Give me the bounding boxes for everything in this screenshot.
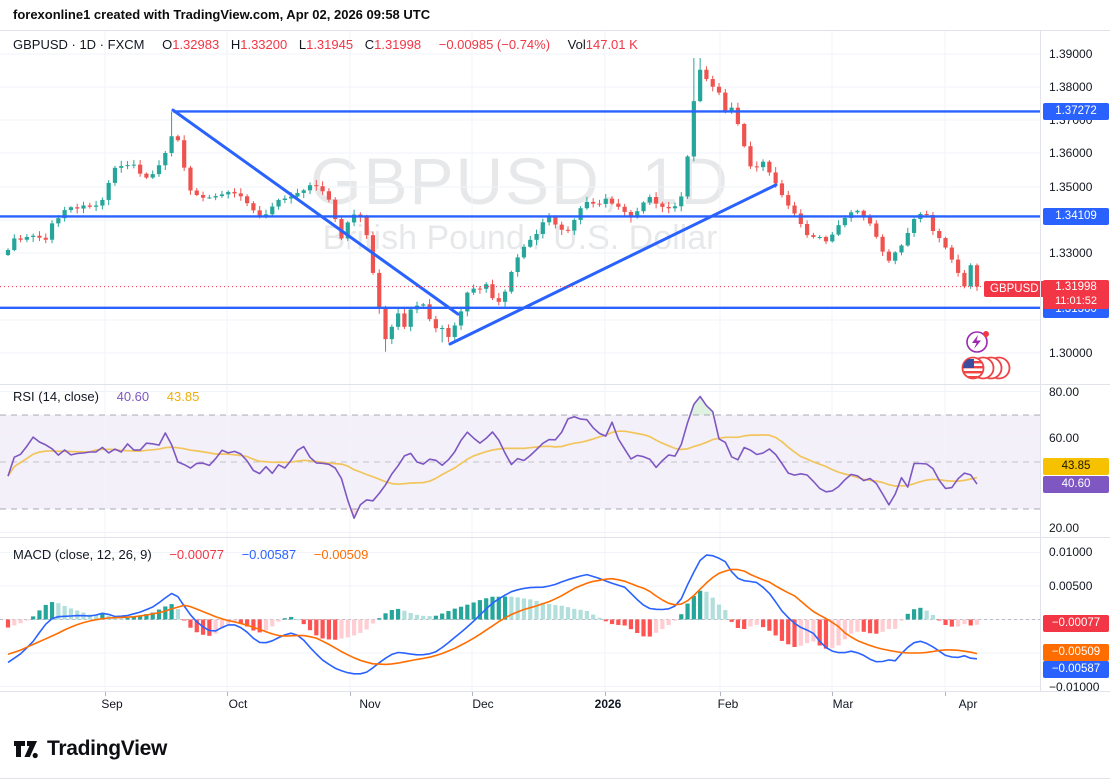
time-axis-tick	[105, 692, 106, 696]
time-axis-tick	[832, 692, 833, 696]
macd-legend: MACD (close, 12, 26, 9) −0.00077 −0.0058…	[13, 547, 368, 562]
price-axis-tick: 1.33000	[1049, 246, 1093, 260]
price-pane[interactable]	[0, 31, 1040, 384]
price-axis-tick: 1.39000	[1049, 47, 1093, 61]
rsi-value-label: 43.85	[1043, 457, 1109, 475]
time-axis-label-dec: Dec	[472, 697, 494, 711]
rsi-title[interactable]: RSI (14, close)	[13, 389, 99, 404]
chart-widget[interactable]: GBPUSD, 1D British Pound / U.S. Dollar G…	[0, 30, 1110, 719]
tradingview-logo[interactable]: TradingView	[13, 737, 167, 761]
pane-divider[interactable]	[0, 537, 1110, 538]
macd-value-label: −0.00587	[1043, 660, 1109, 678]
macd-hist-value: −0.00077	[169, 547, 224, 562]
page-bottom-border	[0, 778, 1110, 779]
symbol-title[interactable]: GBPUSD · 1D · FXCM	[13, 37, 145, 52]
time-axis[interactable]: Sep Oct Nov Dec 2026 Feb Mar Apr	[0, 691, 1110, 719]
time-axis-tick	[945, 692, 946, 696]
time-axis-label-mar: Mar	[832, 697, 854, 711]
rsi-ma-value: 43.85	[166, 389, 200, 404]
gbpusd-price-tag: GBPUSD	[984, 281, 1045, 297]
price-axis-tick: 1.38000	[1049, 80, 1093, 94]
rsi-value-label: 40.60	[1043, 475, 1109, 493]
macd-axis-tick: 0.01000	[1049, 545, 1093, 559]
low-key: L	[298, 37, 307, 52]
symbol-legend: GBPUSD · 1D · FXCM O1.32983 H1.33200 L1.…	[13, 37, 638, 52]
time-axis-tick	[350, 692, 351, 696]
time-axis-tick	[472, 692, 473, 696]
time-axis-label-feb: Feb	[717, 697, 739, 711]
rsi-axis-tick: 80.00	[1049, 385, 1080, 399]
creator-line: forexonline1 created with TradingView.co…	[13, 7, 431, 22]
macd-value-label: −0.00509	[1043, 643, 1109, 661]
last-price-value: 1.31998	[1055, 281, 1097, 293]
macd-axis-tick: 0.00500	[1049, 579, 1093, 593]
macd-title[interactable]: MACD (close, 12, 26, 9)	[13, 547, 152, 562]
time-axis-tick	[720, 692, 721, 696]
rsi-axis-tick: 20.00	[1049, 521, 1080, 535]
volume-value: 147.01 K	[585, 37, 638, 52]
time-axis-label-sep: Sep	[101, 697, 123, 711]
close-value: 1.31998	[374, 37, 422, 52]
price-level-label: 1.37272	[1043, 102, 1109, 120]
economic-events-icon[interactable]	[966, 331, 989, 353]
macd-signal-value: −0.00509	[313, 547, 369, 562]
tradingview-mark-icon	[14, 741, 38, 759]
time-axis-label-2026: 2026	[594, 697, 622, 711]
price-axis-tick: 1.35000	[1049, 180, 1093, 194]
high-value: 1.33200	[240, 37, 288, 52]
macd-axis-tick: −0.01000	[1049, 680, 1100, 694]
price-axis-tick: 1.30000	[1049, 346, 1093, 360]
tradingview-wordmark: TradingView	[47, 737, 168, 760]
rsi-pane[interactable]	[0, 384, 1040, 537]
rsi-legend: RSI (14, close) 40.60 43.85	[13, 389, 199, 404]
time-axis-label-apr: Apr	[958, 697, 978, 711]
rsi-value: 40.60	[116, 389, 150, 404]
last-price-label: 1.31998 11:01:52	[1043, 280, 1109, 309]
time-axis-tick	[227, 692, 228, 696]
price-level-label: 1.34109	[1043, 207, 1109, 225]
macd-line-value: −0.00587	[241, 547, 297, 562]
open-value: 1.32983	[172, 37, 220, 52]
price-axis[interactable]: 1.31998 11:01:52 1.39000 1.38000 1.37000 1.…	[1040, 31, 1110, 694]
time-axis-label-oct: Oct	[228, 697, 248, 711]
time-axis-label-nov: Nov	[359, 697, 381, 711]
macd-pane[interactable]	[0, 537, 1040, 691]
bar-countdown: 11:01:52	[1054, 295, 1097, 307]
high-key: H	[230, 37, 241, 52]
pane-divider[interactable]	[0, 384, 1110, 385]
price-axis-tick: 1.36000	[1049, 146, 1093, 160]
rsi-axis-tick: 60.00	[1049, 431, 1080, 445]
change-value: −0.00985 (−0.74%)	[438, 37, 551, 52]
us-flag-events-icon[interactable]	[961, 356, 1011, 380]
open-key: O	[162, 37, 173, 52]
macd-value-label: −0.00077	[1043, 614, 1109, 632]
close-key: C	[364, 37, 375, 52]
time-axis-tick	[605, 692, 606, 696]
low-value: 1.31945	[306, 37, 354, 52]
volume-key: Vol	[567, 37, 586, 52]
